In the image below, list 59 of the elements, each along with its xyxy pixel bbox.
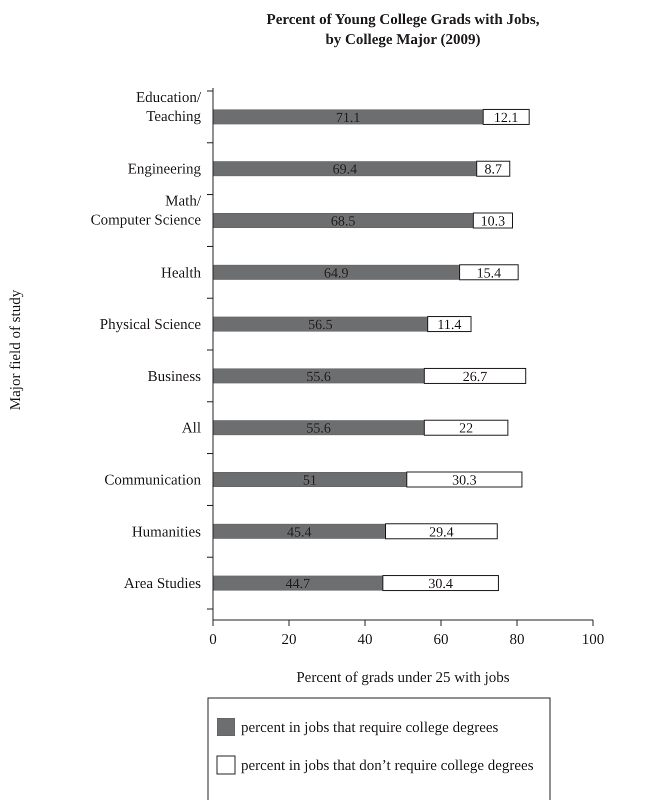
data-label: 56.5 (308, 318, 333, 334)
bar (213, 368, 424, 384)
data-label: 69.4 (332, 162, 358, 178)
y-axis-title: Major field of study (8, 289, 24, 410)
data-label: 55.6 (306, 422, 331, 437)
data-label: 11.4 (437, 318, 462, 334)
x-tick-label: 20 (282, 632, 296, 648)
bar (213, 472, 407, 487)
y-tick-label: All (182, 420, 201, 437)
bar (459, 264, 519, 280)
y-tick-label: Engineering (128, 162, 202, 178)
bar (213, 420, 424, 436)
data-label: 15.4 (476, 266, 502, 282)
data-label: 45.4 (287, 525, 312, 540)
bar (385, 523, 498, 540)
chart-title: Percent of Young College Grads with Jobs, by College Major (2009) (266, 12, 540, 48)
data-label: 26.7 (462, 370, 488, 385)
x-tick-label: 40 (358, 632, 372, 648)
bar (213, 316, 428, 332)
y-tick-label: Area Studies (124, 576, 202, 592)
data-label: 30.3 (452, 474, 477, 488)
bar (213, 213, 474, 228)
data-label: 30.4 (428, 577, 453, 592)
y-tick-label: Health (161, 265, 202, 282)
bar (382, 575, 499, 592)
data-label: 29.4 (429, 525, 454, 540)
data-label: 64.9 (324, 266, 349, 282)
data-label: 55.6 (306, 370, 331, 385)
bar (482, 108, 530, 125)
data-label: 12.1 (494, 110, 518, 126)
data-label: 44.7 (286, 577, 310, 592)
bar (213, 576, 383, 591)
data-label: 71.1 (336, 110, 360, 126)
x-tick-label: 80 (510, 632, 524, 648)
y-tick-label: Education/ Teaching (136, 90, 202, 125)
x-tick-label: 0 (209, 632, 217, 648)
bar (213, 161, 477, 176)
y-tick-label: Humanities (132, 524, 202, 540)
bar (424, 368, 526, 384)
legend-label: percent in jobs that require college degrees (241, 720, 499, 736)
legend-label: percent in jobs that don’t require college degrees (241, 758, 534, 774)
y-tick-label: Communication (104, 472, 202, 488)
data-label: 68.5 (330, 214, 356, 230)
data-label: 51 (302, 474, 317, 488)
y-tick-label: Physical Science (100, 317, 202, 334)
x-tick-label: 100 (582, 632, 604, 648)
bar (424, 420, 508, 436)
data-label: 10.3 (480, 214, 506, 230)
data-label: 22 (459, 422, 474, 437)
x-tick-label: 60 (434, 632, 448, 648)
bar (213, 264, 460, 280)
bar (406, 472, 522, 488)
bar (213, 524, 386, 539)
y-tick-label: Business (148, 368, 202, 385)
x-axis-title: Percent of grads under 25 with jobs (296, 670, 510, 686)
bar (213, 109, 484, 124)
bar (427, 316, 472, 332)
y-tick-label: Math/ Computer Science (90, 194, 202, 228)
data-label: 8.7 (484, 162, 502, 178)
